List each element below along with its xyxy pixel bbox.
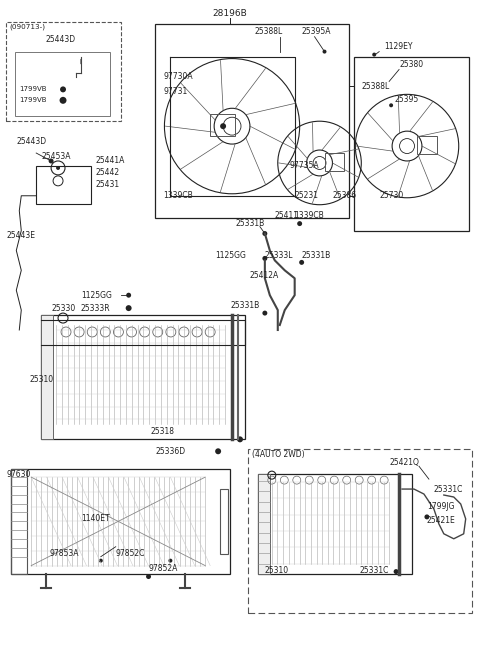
Text: 25453A: 25453A <box>41 152 71 161</box>
Bar <box>156 24 349 218</box>
Text: 25380: 25380 <box>399 60 423 69</box>
Circle shape <box>168 559 172 563</box>
Text: 25388L: 25388L <box>255 28 283 36</box>
Bar <box>12 469 230 573</box>
Text: 1799VB: 1799VB <box>19 87 47 92</box>
Text: 97630: 97630 <box>6 470 31 479</box>
Circle shape <box>60 87 66 92</box>
Bar <box>417 136 437 154</box>
Text: 25443D: 25443D <box>16 136 47 146</box>
Text: 25331B: 25331B <box>301 251 331 260</box>
Text: 25441A: 25441A <box>96 157 125 165</box>
Text: 25318: 25318 <box>151 427 175 436</box>
Text: 25442: 25442 <box>96 169 120 177</box>
Text: 25411: 25411 <box>275 211 299 220</box>
Text: 25336D: 25336D <box>156 447 186 456</box>
Circle shape <box>99 559 103 563</box>
Text: 1799VB: 1799VB <box>19 97 47 104</box>
Text: (090713-): (090713-) <box>9 24 45 30</box>
Text: 1140ET: 1140ET <box>81 514 109 523</box>
Circle shape <box>424 514 430 520</box>
Bar <box>258 474 270 573</box>
Bar <box>258 474 412 573</box>
Bar <box>6 22 120 121</box>
Circle shape <box>389 103 393 108</box>
Bar <box>15 52 110 116</box>
Bar <box>248 449 472 613</box>
Circle shape <box>263 310 267 316</box>
Text: (4AUTO 2WD): (4AUTO 2WD) <box>252 450 304 459</box>
Text: 25386: 25386 <box>333 192 357 200</box>
Text: 97852A: 97852A <box>148 564 178 573</box>
Circle shape <box>372 52 376 56</box>
Circle shape <box>56 166 60 170</box>
Text: 25333L: 25333L <box>265 251 293 260</box>
Bar <box>12 469 27 573</box>
Circle shape <box>297 221 302 226</box>
Circle shape <box>146 574 151 579</box>
Text: 97853A: 97853A <box>49 549 79 558</box>
Text: 25395A: 25395A <box>301 28 331 36</box>
Text: 1339CB: 1339CB <box>295 211 324 220</box>
Bar <box>41 315 53 440</box>
Text: 25421Q: 25421Q <box>389 458 419 466</box>
Text: 25395: 25395 <box>394 95 419 104</box>
Text: 1339CB: 1339CB <box>164 192 193 200</box>
Text: 25730: 25730 <box>379 192 403 200</box>
Bar <box>324 153 344 171</box>
Text: 25231: 25231 <box>295 192 319 200</box>
Text: 97731: 97731 <box>164 87 188 96</box>
Circle shape <box>394 569 398 574</box>
Bar <box>354 56 468 230</box>
Circle shape <box>48 159 54 163</box>
Text: 25443D: 25443D <box>46 35 76 44</box>
Text: 1129EY: 1129EY <box>384 42 413 51</box>
Text: 97852C: 97852C <box>116 549 145 558</box>
Circle shape <box>126 293 131 298</box>
Text: 25331B: 25331B <box>230 300 259 310</box>
Bar <box>220 489 228 554</box>
Text: 25412A: 25412A <box>250 271 279 280</box>
Circle shape <box>263 231 267 236</box>
Text: 1799JG: 1799JG <box>427 502 455 512</box>
Circle shape <box>60 97 67 104</box>
Text: 25388L: 25388L <box>361 82 390 91</box>
Text: 25310: 25310 <box>265 566 289 575</box>
Text: 25331C: 25331C <box>434 485 463 493</box>
Text: 25331B: 25331B <box>235 219 264 228</box>
Text: 25330: 25330 <box>51 304 75 313</box>
Text: 25310: 25310 <box>29 375 53 384</box>
Circle shape <box>220 123 226 129</box>
Circle shape <box>263 256 267 261</box>
Circle shape <box>237 436 243 442</box>
Text: 1125GG: 1125GG <box>81 291 112 300</box>
Text: 97735A: 97735A <box>290 161 319 171</box>
Text: 28196B: 28196B <box>213 9 247 18</box>
Text: 25331C: 25331C <box>360 566 389 575</box>
Text: 25333R: 25333R <box>81 304 110 313</box>
Text: 25443E: 25443E <box>6 231 36 240</box>
Text: 25421E: 25421E <box>427 516 456 525</box>
Circle shape <box>126 305 132 311</box>
Bar <box>36 166 91 204</box>
Circle shape <box>215 448 221 454</box>
Bar <box>41 315 245 440</box>
Text: 97730A: 97730A <box>164 72 193 81</box>
Bar <box>210 114 235 136</box>
Circle shape <box>299 260 304 265</box>
Text: 25431: 25431 <box>96 180 120 190</box>
Text: 1125GG: 1125GG <box>215 251 246 260</box>
Circle shape <box>323 50 326 54</box>
